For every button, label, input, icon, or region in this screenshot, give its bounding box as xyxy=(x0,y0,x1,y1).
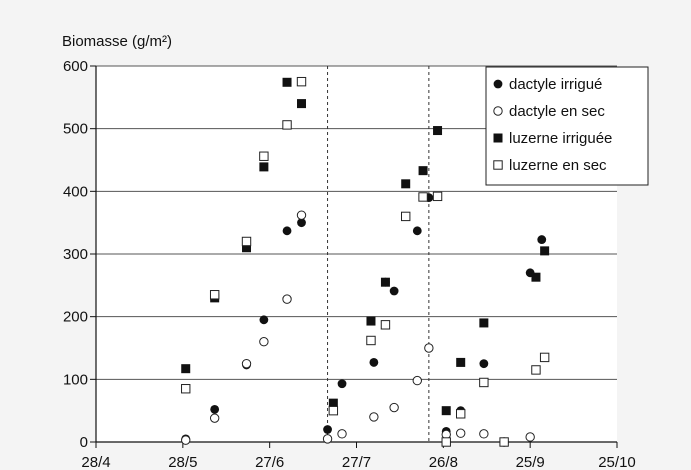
x-tick-label: 28/4 xyxy=(81,454,110,470)
data-point xyxy=(432,191,443,202)
legend-marker xyxy=(493,133,503,143)
data-point xyxy=(181,384,191,394)
data-point xyxy=(479,429,489,439)
data-point xyxy=(380,277,390,287)
y-tick-label: 500 xyxy=(63,121,88,138)
y-tick-label: 300 xyxy=(63,246,88,263)
data-point xyxy=(525,432,535,442)
data-point xyxy=(389,286,399,296)
x-tick-label: 25/9 xyxy=(516,454,545,470)
data-point xyxy=(259,337,269,347)
data-point xyxy=(389,402,399,413)
data-point xyxy=(380,320,391,330)
legend-marker xyxy=(493,106,503,116)
data-point xyxy=(479,318,489,328)
data-point xyxy=(337,379,347,389)
y-tick-label: 400 xyxy=(63,183,88,200)
legend-marker xyxy=(493,79,503,89)
y-tick-labels: 0 100 200 300 400 500 600 xyxy=(63,58,88,451)
data-point xyxy=(328,398,338,408)
data-point xyxy=(433,126,443,136)
x-tick-label: 27/7 xyxy=(342,454,371,470)
legend-box xyxy=(485,66,649,186)
data-point xyxy=(418,192,428,202)
data-point xyxy=(209,413,220,423)
y-tick-label: 0 xyxy=(80,434,88,451)
data-point xyxy=(441,406,451,416)
data-point xyxy=(282,77,292,87)
data-point xyxy=(456,409,466,419)
x-tick-label: 25/10 xyxy=(598,454,636,470)
data-point xyxy=(259,162,269,172)
data-point xyxy=(282,120,292,130)
y-tick-label: 600 xyxy=(63,58,88,75)
y-axis-label: Biomasse (g/m²) xyxy=(62,33,172,50)
legend: dactyle irrigué dactyle en sec luzerne irr… xyxy=(485,66,649,186)
data-point xyxy=(209,290,220,300)
data-point xyxy=(337,429,347,439)
data-point xyxy=(531,365,541,375)
data-point xyxy=(539,352,550,363)
data-point xyxy=(259,151,269,161)
data-point xyxy=(366,316,376,326)
data-point xyxy=(210,405,220,414)
data-point xyxy=(181,364,191,374)
x-tick-label: 26/8 xyxy=(429,454,458,470)
data-point xyxy=(241,236,252,247)
x-tick-label: 27/6 xyxy=(255,454,284,470)
data-point xyxy=(499,437,509,447)
data-point xyxy=(328,405,339,416)
legend-marker xyxy=(493,160,503,170)
data-point xyxy=(369,412,379,422)
data-point xyxy=(259,315,269,325)
data-point xyxy=(323,425,332,434)
data-point xyxy=(181,435,191,445)
data-point xyxy=(282,226,292,236)
legend-label: dactyle irrigué xyxy=(509,76,602,93)
x-tick-labels: 28/4 28/5 27/6 27/7 26/8 25/9 25/10 xyxy=(81,454,635,470)
data-point xyxy=(418,166,428,176)
data-point xyxy=(531,272,541,282)
gridlines xyxy=(96,65,617,380)
data-point xyxy=(540,246,550,256)
data-point xyxy=(537,235,547,244)
data-point xyxy=(424,343,434,353)
data-point xyxy=(479,359,489,369)
legend-label: dactyle en sec xyxy=(509,103,605,120)
legend-label: luzerne irriguée xyxy=(509,130,612,147)
data-point xyxy=(282,294,292,304)
data-point xyxy=(441,437,451,447)
y-tick-label: 100 xyxy=(63,371,88,388)
data-point xyxy=(322,434,333,444)
data-point xyxy=(297,99,307,109)
data-point xyxy=(369,358,379,367)
data-point xyxy=(366,335,376,346)
x-tick-label: 28/5 xyxy=(168,454,197,470)
data-point xyxy=(242,243,252,253)
data-point xyxy=(401,211,411,222)
data-points xyxy=(181,76,550,447)
data-point xyxy=(241,358,252,369)
data-point xyxy=(456,357,466,367)
data-point xyxy=(456,428,466,438)
data-point xyxy=(412,375,422,386)
data-point xyxy=(296,76,307,87)
y-tick-label: 200 xyxy=(63,309,88,326)
data-point xyxy=(412,226,422,236)
data-point xyxy=(296,210,307,220)
data-point xyxy=(401,179,411,189)
data-point xyxy=(479,377,489,388)
period-separators xyxy=(327,66,430,442)
data-point xyxy=(297,218,306,228)
legend-label: luzerne en sec xyxy=(509,157,607,174)
